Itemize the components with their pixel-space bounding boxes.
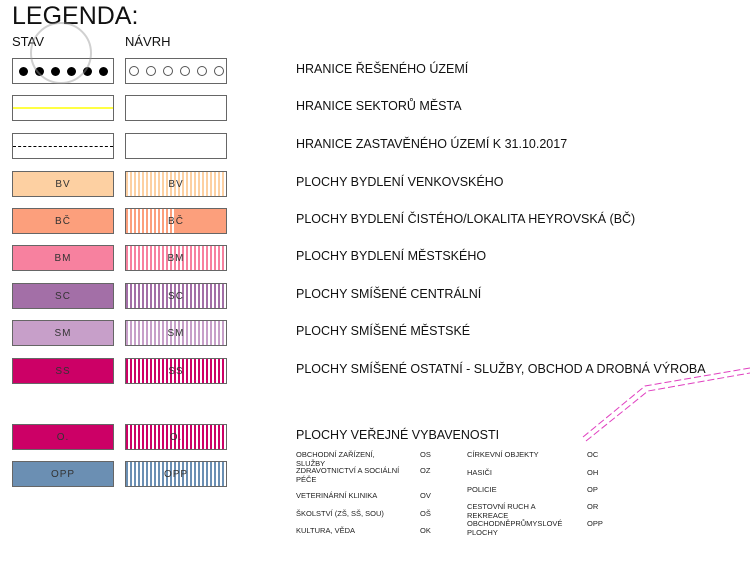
- legend-label: PLOCHY SMÍŠENÉ OSTATNÍ - SLUŽBY, OBCHOD …: [296, 362, 706, 376]
- navrh-swatch: [125, 95, 227, 121]
- amenity-name: KULTURA, VĚDA: [296, 526, 356, 535]
- amenity-name: ZDRAVOTNICTVÍ A SOCIÁLNÍ PÉČE: [296, 466, 400, 484]
- stav-swatch: BV: [12, 171, 114, 197]
- legend-label: PLOCHY SMÍŠENÉ CENTRÁLNÍ: [296, 287, 482, 301]
- amenity-code: OK: [420, 526, 431, 535]
- column-navrh: NÁVRH: [125, 34, 171, 49]
- navrh-swatch: [125, 133, 227, 159]
- navrh-swatch: BM: [125, 245, 227, 271]
- stav-swatch: BČ: [12, 208, 114, 234]
- amenity-code: OP: [587, 485, 598, 494]
- amenity-code: OS: [420, 450, 431, 459]
- amenity-code: OC: [587, 450, 599, 459]
- legend-label: HRANICE ŘEŠENÉHO ÚZEMÍ: [296, 62, 469, 76]
- amenity-code: OPP: [587, 519, 603, 528]
- amenity-name: ŠKOLSTVÍ (ZŠ, SŠ, SOU): [296, 509, 384, 518]
- navrh-swatch: SC: [125, 283, 227, 309]
- legend-label: PLOCHY BYDLENÍ MĚSTSKÉHO: [296, 249, 487, 263]
- stav-swatch: SS: [12, 358, 114, 384]
- stav-swatch: [12, 95, 114, 121]
- amenity-code: OZ: [420, 466, 431, 475]
- amenity-code: OV: [420, 491, 431, 500]
- stav-swatch: O.: [12, 424, 114, 450]
- stav-swatch: SC: [12, 283, 114, 309]
- legend-label: PLOCHY BYDLENÍ VENKOVSKÉHO: [296, 175, 504, 189]
- amenity-name: POLICIE: [467, 485, 497, 494]
- amenity-code: OH: [587, 468, 599, 477]
- amenity-name: CESTOVNÍ RUCH A REKREACE: [467, 502, 536, 520]
- navrh-swatch: BV: [125, 171, 227, 197]
- amenity-name: HASIČI: [467, 468, 493, 477]
- navrh-swatch: OPP: [125, 461, 227, 487]
- amenity-code: OR: [587, 502, 599, 511]
- legend-label: PLOCHY SMÍŠENÉ MĚSTSKÉ: [296, 324, 471, 338]
- legend-label: HRANICE ZASTAVĚNÉHO ÚZEMÍ K 31.10.2017: [296, 137, 568, 151]
- amenity-name: OBCHODNĚPRŮMYSLOVÉ PLOCHY: [467, 519, 563, 537]
- navrh-swatch: SS: [125, 358, 227, 384]
- stav-swatch: [12, 133, 114, 159]
- navrh-swatch: SM: [125, 320, 227, 346]
- stav-swatch: SM: [12, 320, 114, 346]
- navrh-swatch: O.: [125, 424, 227, 450]
- stav-swatch: OPP: [12, 461, 114, 487]
- amenity-name: CÍRKEVNÍ OBJEKTY: [467, 450, 539, 459]
- legend-label: PLOCHY BYDLENÍ ČISTÉHO/LOKALITA HEYROVSK…: [296, 212, 636, 226]
- navrh-swatch: [125, 58, 227, 84]
- legend-label: HRANICE SEKTORŮ MĚSTA: [296, 99, 462, 113]
- amenity-name: VETERINÁRNÍ KLINIKA: [296, 491, 378, 500]
- navrh-swatch: BČ: [125, 208, 227, 234]
- amenity-code: OŠ: [420, 509, 431, 518]
- amenity-name: OBCHODNÍ ZAŘÍZENÍ, SLUŽBY: [296, 450, 375, 468]
- watermark-logo: [30, 22, 92, 84]
- stav-swatch: BM: [12, 245, 114, 271]
- legend-label: PLOCHY VEŘEJNÉ VYBAVENOSTI: [296, 428, 500, 442]
